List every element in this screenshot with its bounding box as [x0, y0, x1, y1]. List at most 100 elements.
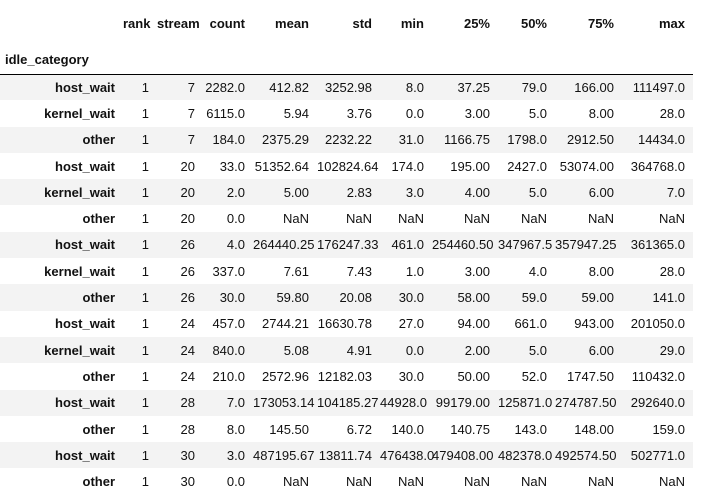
table-cell: 7.61 [283, 263, 309, 279]
row-index-cell: kernel_wait [44, 184, 115, 200]
table-cell: 12182.03 [317, 368, 372, 384]
table-cell: NaN [345, 474, 372, 490]
table-cell: 140.0 [391, 421, 424, 437]
table-cell: 1 [141, 368, 149, 384]
table-cell: 292640.0 [630, 395, 685, 411]
table-cell: NaN [520, 474, 547, 490]
table-cell: 0.0 [226, 211, 245, 227]
table-cell: 51352.64 [254, 158, 309, 174]
index-name-row-blank-cell [380, 38, 432, 74]
table-cell: 30.0 [398, 368, 424, 384]
column-header-25pct: 25% [463, 16, 490, 31]
table-cell: 141.0 [652, 290, 685, 306]
index-name-cell: idle_category [5, 51, 89, 67]
row-index-cell: host_wait [55, 316, 115, 332]
table-cell: 176247.33 [317, 237, 379, 253]
table-cell: 8.0 [226, 421, 245, 437]
row-index-cell: other [82, 421, 116, 437]
table-cell: 1 [141, 290, 149, 306]
table-cell: 264440.25 [253, 237, 315, 253]
table-cell: 4.00 [464, 184, 490, 200]
table-cell: 0.0 [405, 342, 424, 358]
table-cell: 0.0 [226, 474, 245, 490]
table-cell: 274787.50 [555, 395, 617, 411]
table-row: other 1 26 30.0 59.80 20.08 30.0 58.00 59.0 59.00… [0, 284, 693, 311]
table-cell: 29.0 [659, 342, 685, 358]
table-cell: 457.0 [212, 316, 245, 332]
table-cell: 1 [141, 447, 149, 463]
table-cell: 20.08 [339, 290, 372, 306]
table-cell: 28 [180, 395, 195, 411]
row-index-cell: host_wait [55, 79, 115, 95]
table-cell: 210.0 [212, 368, 245, 384]
table-cell: 6.00 [588, 184, 614, 200]
table-cell: 7 [187, 105, 195, 121]
table-cell: 476438.0 [380, 447, 435, 463]
table-cell: 94.00 [457, 316, 490, 332]
row-index-cell: other [82, 290, 116, 306]
table-cell: 174.0 [391, 158, 424, 174]
table-cell: 173053.14 [253, 395, 315, 411]
table-cell: 2.83 [346, 184, 372, 200]
table-cell: NaN [463, 211, 490, 227]
table-row: other 1 30 0.0 NaN NaN NaN NaN NaN NaN NaN [0, 468, 693, 495]
table-cell: 20 [180, 184, 195, 200]
table-cell: 50.00 [457, 368, 490, 384]
table-row: other 1 20 0.0 NaN NaN NaN NaN NaN NaN NaN [0, 205, 693, 232]
table-cell: NaN [658, 211, 685, 227]
table-cell: 44928.0 [380, 395, 427, 411]
index-name-row-blank-cell [317, 38, 380, 74]
table-cell: 28 [180, 421, 195, 437]
table-cell: NaN [463, 474, 490, 490]
table-cell: 59.0 [521, 290, 547, 306]
table-cell: 24 [180, 342, 195, 358]
table-cell: 59.00 [581, 290, 614, 306]
dataframe-body: host_wait 1 7 2282.0 412.82 3252.98 8.0 37.25 79… [0, 74, 693, 495]
table-cell: 2.00 [464, 342, 490, 358]
table-cell: 364768.0 [630, 158, 685, 174]
table-cell: 28.0 [659, 263, 685, 279]
table-cell: 20 [180, 211, 195, 227]
table-cell: NaN [658, 474, 685, 490]
table-cell: 140.75 [450, 421, 490, 437]
table-cell: 1 [141, 395, 149, 411]
table-cell: 102824.64 [317, 158, 379, 174]
table-cell: 1 [141, 316, 149, 332]
table-cell: 1 [141, 211, 149, 227]
column-header-50pct: 50% [520, 16, 547, 31]
index-name-row-blank-cell [622, 38, 693, 74]
table-cell: 840.0 [212, 342, 245, 358]
table-cell: 125871.0 [498, 395, 553, 411]
table-row: host_wait 1 30 3.0 487195.67 13811.74 476438.0… [0, 442, 693, 469]
table-cell: 145.50 [269, 421, 309, 437]
table-cell: 5.00 [283, 184, 309, 200]
table-cell: 3252.98 [325, 79, 372, 95]
row-index-cell: other [82, 132, 116, 148]
table-cell: 7 [187, 79, 195, 95]
table-cell: 4.0 [528, 263, 547, 279]
table-cell: 3.0 [405, 184, 424, 200]
table-cell: NaN [397, 474, 424, 490]
table-cell: 1166.75 [443, 132, 490, 148]
table-cell: 3.00 [464, 263, 490, 279]
table-cell: 337.0 [212, 263, 245, 279]
table-cell: 8.0 [405, 79, 424, 95]
table-cell: 5.0 [528, 184, 547, 200]
table-cell: 27.0 [398, 316, 424, 332]
table-cell: 2232.22 [325, 132, 372, 148]
table-cell: 79.0 [521, 79, 547, 95]
table-cell: 479408.00 [432, 447, 494, 463]
table-row: host_wait 1 7 2282.0 412.82 3252.98 8.0 37.25 79… [0, 74, 693, 101]
table-row: host_wait 1 24 457.0 2744.21 16630.78 27.0 94.0… [0, 310, 693, 337]
table-cell: 3.00 [464, 105, 490, 121]
table-cell: 2.0 [226, 184, 245, 200]
index-corner-cell [0, 2, 123, 38]
table-row: other 1 28 8.0 145.50 6.72 140.0 140.75 143.0 148… [0, 415, 693, 443]
table-cell: 482378.0 [498, 447, 553, 463]
table-cell: 26 [180, 237, 195, 253]
table-cell: 1 [141, 421, 149, 437]
table-row: other 1 7 184.0 2375.29 2232.22 31.0 1166.75 179… [0, 126, 693, 153]
column-header-75pct: 75% [587, 16, 614, 31]
table-cell: 1 [141, 132, 149, 148]
